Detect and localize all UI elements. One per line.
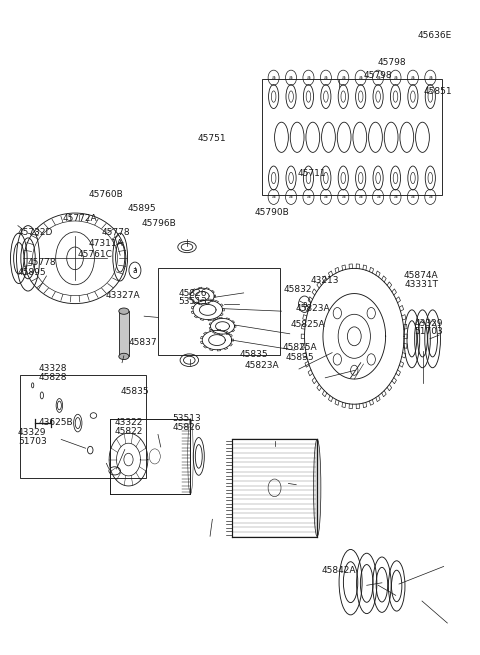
Text: 43625B: 43625B [38,418,73,427]
Text: a: a [428,195,432,199]
Text: 45711: 45711 [298,169,326,178]
Text: 45778: 45778 [102,228,131,237]
Text: 51703: 51703 [18,437,47,446]
Text: 43327A: 43327A [105,291,140,300]
Text: 45828: 45828 [38,373,67,382]
Ellipse shape [313,439,321,536]
Ellipse shape [119,308,129,314]
Text: 53513: 53513 [173,414,202,423]
Text: 45823A: 45823A [245,361,279,370]
Text: a: a [359,195,362,199]
Text: 45842A: 45842A [322,567,356,576]
Text: a: a [394,195,397,199]
Text: 45772A: 45772A [62,214,97,223]
Text: a: a [376,195,380,199]
Text: a: a [411,195,415,199]
Text: 45760B: 45760B [89,191,124,199]
Text: a: a [302,300,307,309]
Text: a: a [272,195,276,199]
Bar [262,79,442,195]
Text: 45798: 45798 [364,71,393,80]
Text: 45636E: 45636E [418,31,452,40]
Text: a: a [324,75,328,80]
Text: 45761C: 45761C [78,250,113,259]
Text: 45825A: 45825A [282,343,317,352]
Text: 53513: 53513 [179,297,207,307]
Text: 45837: 45837 [129,337,157,346]
Text: 45895: 45895 [18,269,47,278]
Text: 45825A: 45825A [291,320,325,329]
Text: a: a [324,195,328,199]
Text: 43322: 43322 [115,418,143,427]
Text: 45851: 45851 [423,87,452,96]
Text: 43329: 43329 [414,319,443,328]
Ellipse shape [119,353,129,360]
Text: a: a [341,75,345,80]
Text: a: a [359,75,362,80]
Text: 45823A: 45823A [295,304,330,312]
Text: 45826: 45826 [179,288,207,297]
Text: 45835: 45835 [286,352,314,362]
Text: a: a [428,75,432,80]
Bar [20,375,145,478]
Bar [119,311,129,356]
Text: 51703: 51703 [414,328,443,337]
Text: a: a [307,195,311,199]
Text: a: a [307,75,311,80]
Text: 45835: 45835 [240,350,269,359]
Text: 45751: 45751 [198,134,227,143]
Text: 45822: 45822 [115,427,143,436]
Text: 45798: 45798 [378,58,407,67]
Text: 45895: 45895 [127,204,156,214]
Text: 45790B: 45790B [255,208,289,217]
Text: a: a [272,75,276,80]
Text: 43328: 43328 [38,364,67,373]
Bar [158,269,280,355]
Text: 45826: 45826 [173,423,201,432]
Text: a: a [341,195,345,199]
Text: 43213: 43213 [311,276,339,285]
Text: a: a [289,195,293,199]
Text: 43329: 43329 [18,428,47,437]
Text: a: a [376,75,380,80]
Text: a: a [411,75,415,80]
Text: a: a [394,75,397,80]
Text: a: a [289,75,293,80]
Text: a: a [132,266,137,275]
Text: 45832: 45832 [283,285,312,293]
Text: 45796B: 45796B [142,219,177,229]
Text: 43331T: 43331T [404,280,438,289]
Text: 47311A: 47311A [89,240,124,248]
Text: 45778: 45778 [28,258,57,267]
Text: 45835: 45835 [120,387,149,396]
Text: 45874A: 45874A [404,271,438,280]
Text: 45732D: 45732D [18,228,53,237]
